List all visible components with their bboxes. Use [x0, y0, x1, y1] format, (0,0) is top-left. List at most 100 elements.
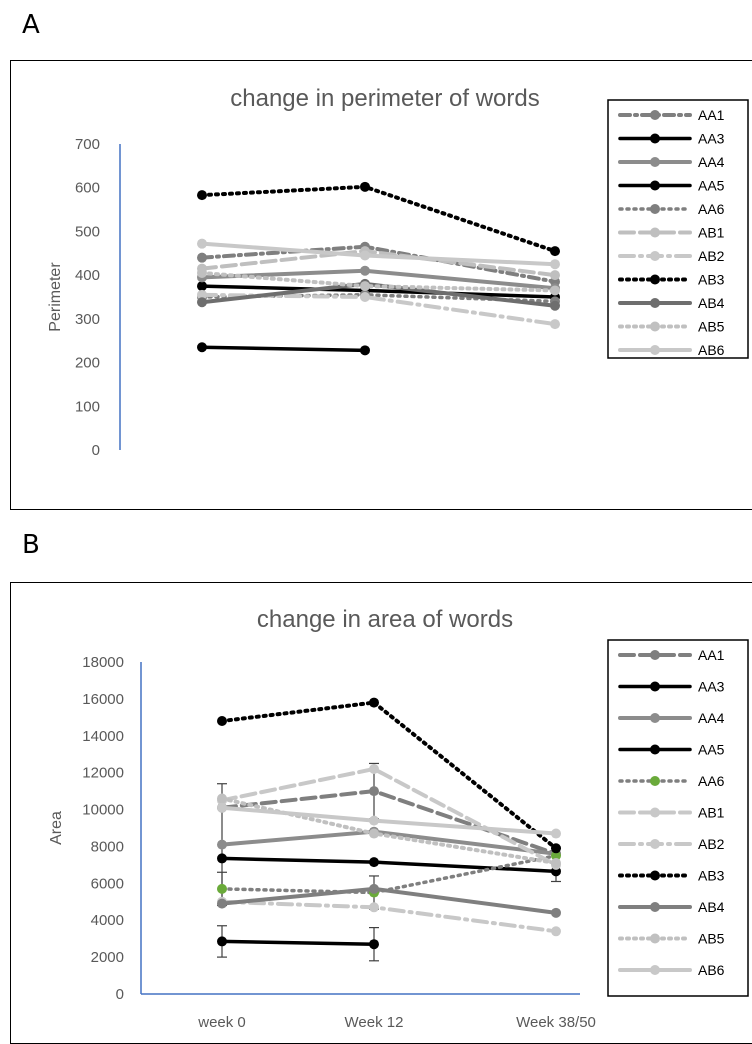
series-line — [200, 345, 367, 353]
legend-marker — [650, 933, 660, 944]
series-ab6 — [197, 238, 560, 270]
chart-title: change in area of words — [257, 606, 513, 633]
y-tick-label: 18000 — [82, 654, 124, 671]
y-tick-label: 100 — [75, 398, 100, 415]
legend-marker — [650, 180, 660, 191]
legend-label: AA3 — [698, 679, 725, 695]
legend-marker — [650, 681, 660, 692]
y-tick-label: 0 — [92, 442, 100, 459]
legend-label: AA6 — [698, 201, 725, 217]
legend-label: AA4 — [698, 154, 725, 170]
legend-marker — [650, 157, 660, 167]
data-point — [217, 936, 227, 947]
legend: AA1 AA3 AA4 AA5 AA6 AB1 AB2 AB3 AB4 AB5 AB6 — [607, 99, 749, 359]
data-point — [550, 246, 560, 257]
panel-a-label: A — [22, 10, 40, 40]
series-ab4 — [217, 883, 561, 918]
legend-label: AA5 — [698, 742, 725, 758]
data-point — [217, 716, 227, 727]
chart-area: change in area of words 0 2000 4000 6000 8000… — [48, 606, 749, 1031]
data-point — [217, 802, 227, 813]
series-ab3 — [217, 697, 561, 854]
legend-marker — [650, 345, 660, 355]
y-tick-label: 700 — [75, 136, 100, 153]
data-point — [217, 898, 227, 909]
legend-label: AA1 — [698, 647, 725, 663]
series-ab2 — [217, 896, 561, 937]
series-line — [220, 805, 558, 836]
data-point — [197, 267, 207, 278]
data-point — [550, 300, 560, 311]
series-ab5 — [197, 267, 560, 296]
series-aa5 — [217, 936, 379, 950]
x-tick-label: Week 38/50 — [516, 1014, 596, 1031]
data-point — [369, 763, 379, 774]
legend-marker — [650, 776, 660, 786]
legend-marker — [650, 274, 660, 285]
data-point — [551, 907, 561, 918]
y-axis-title: Perimeter — [47, 262, 64, 332]
series-ab3 — [197, 181, 560, 257]
y-tick-label: 4000 — [91, 912, 124, 929]
series-line — [220, 766, 558, 867]
y-tick-label: 300 — [75, 311, 100, 328]
legend-box — [607, 639, 749, 997]
data-point — [550, 270, 560, 281]
legend-label: AA6 — [698, 773, 725, 789]
data-point — [217, 883, 227, 894]
data-point — [369, 697, 379, 708]
chart-title: change in perimeter of words — [230, 85, 540, 112]
data-point — [551, 850, 561, 861]
legend-marker — [650, 902, 660, 912]
y-tick-label: 600 — [75, 180, 100, 197]
data-point — [369, 828, 379, 839]
data-point — [369, 939, 379, 950]
y-axis-title: Area — [48, 811, 65, 845]
data-point — [197, 281, 207, 292]
legend-label: AA4 — [698, 710, 725, 726]
y-tick-label: 500 — [75, 223, 100, 240]
data-point — [369, 902, 379, 913]
data-point — [197, 342, 207, 353]
series-line — [200, 184, 557, 254]
y-tick-label: 16000 — [82, 691, 124, 708]
data-point — [197, 190, 207, 201]
legend-label: AB2 — [698, 248, 725, 264]
data-point — [217, 839, 227, 850]
y-tick-label: 14000 — [82, 728, 124, 745]
legend-marker — [650, 839, 660, 849]
chart-perimeter: change in perimeter of words 0 100 200 300 40… — [47, 85, 749, 459]
legend-label: AB1 — [698, 805, 725, 821]
legend-marker — [650, 110, 660, 120]
legend-label: AA5 — [698, 178, 725, 194]
legend-marker — [650, 965, 660, 975]
data-point — [369, 883, 379, 894]
data-point — [551, 858, 561, 869]
legend: AA1 AA3 AA4 AA5 AA6 AB1 AB2 AB3 AB4 AB5 AB6 — [607, 639, 749, 997]
legend-label: AB1 — [698, 225, 725, 241]
legend-label: AA1 — [698, 107, 725, 123]
legend-marker — [650, 321, 660, 332]
legend-label: AB3 — [698, 272, 725, 288]
data-point — [551, 843, 561, 854]
y-tick-label: 400 — [75, 267, 100, 284]
x-tick-label: week 0 — [197, 1014, 246, 1031]
legend-label: AB4 — [698, 899, 725, 915]
series-aa5 — [197, 342, 370, 356]
x-tick-label: Week 12 — [345, 1014, 404, 1031]
data-point — [360, 292, 370, 302]
legend-label: AB5 — [698, 931, 725, 947]
legend-label: AA3 — [698, 131, 725, 147]
data-point — [197, 238, 207, 249]
data-point — [197, 297, 207, 308]
series-line — [220, 853, 558, 895]
data-point — [550, 285, 560, 296]
legend-marker — [650, 870, 660, 881]
data-point — [360, 181, 370, 192]
data-point — [197, 252, 207, 263]
data-point — [217, 793, 227, 804]
y-tick-label: 10000 — [82, 802, 124, 819]
data-point — [550, 319, 560, 330]
legend-marker — [650, 713, 660, 723]
